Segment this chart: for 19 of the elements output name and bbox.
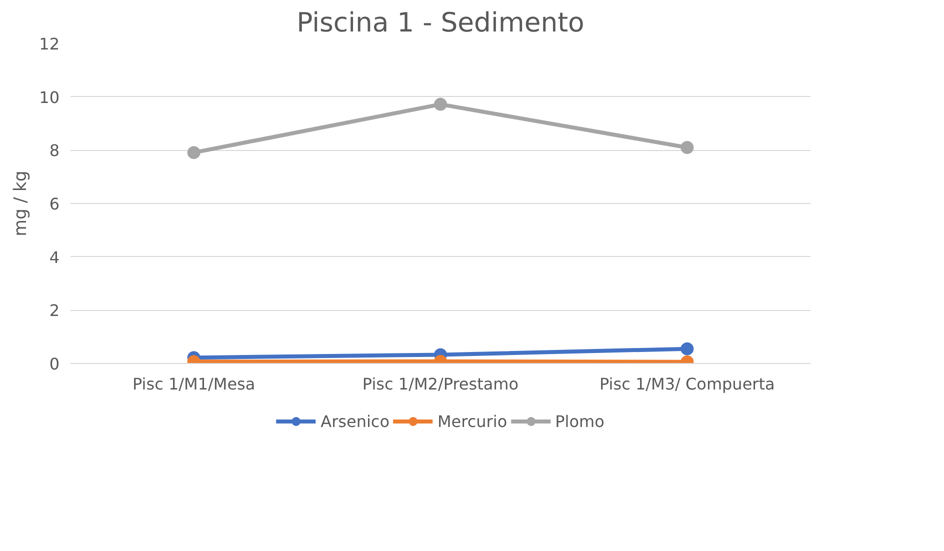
x-tick-label: Pisc 1/M1/Mesa (132, 374, 256, 394)
point (680, 342, 694, 356)
y-tick-label: 8 (49, 141, 60, 160)
y-tick-label: 4 (49, 248, 60, 267)
point (434, 98, 447, 111)
point (680, 141, 694, 154)
y-tick-label: 2 (49, 301, 60, 320)
legend-label: Plomo (555, 412, 604, 430)
y-axis-title: mg / kg (11, 170, 32, 236)
chart-title: Piscina 1 - Sedimento (296, 8, 584, 38)
legend-label: Mercurio (437, 412, 508, 430)
x-tick-label: Pisc 1/M2/Prestamo (362, 374, 519, 394)
legend-label: Arsenico (320, 412, 390, 430)
y-tick-label: 10 (39, 88, 60, 107)
y-tick-label: 12 (39, 34, 60, 54)
y-tick-label: 0 (49, 354, 60, 374)
x-tick-label: Pisc 1/M3/ Compuerta (600, 374, 775, 394)
point (187, 146, 200, 160)
y-tick-label: 6 (49, 194, 60, 214)
